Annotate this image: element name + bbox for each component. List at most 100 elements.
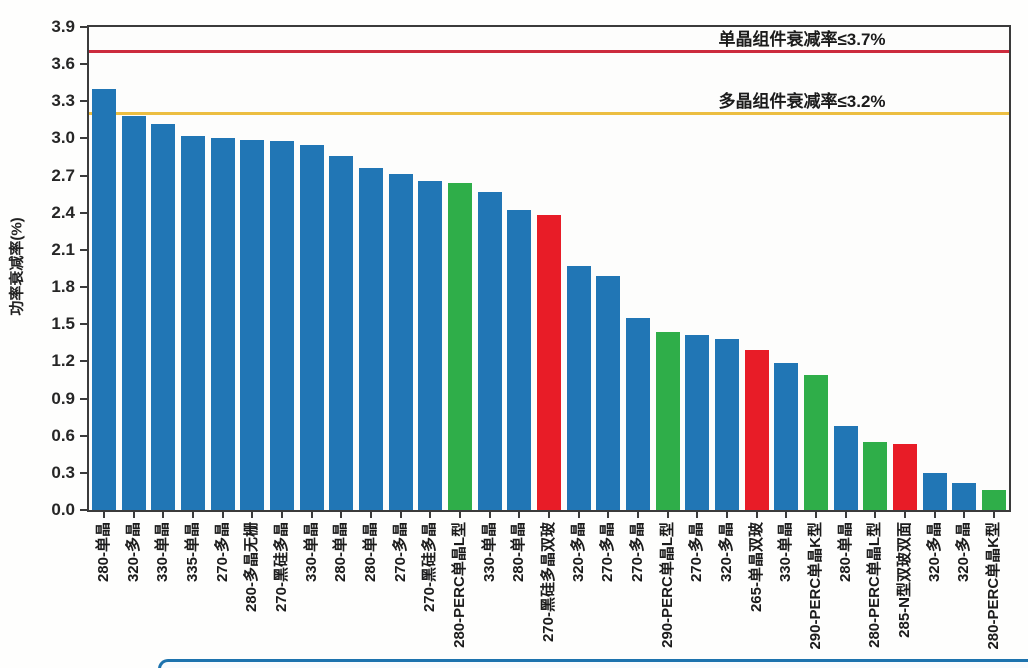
y-tick-label-1.2: 1.2 [51, 351, 75, 371]
x-tick-label-28: 285-N型双玻双面 [896, 522, 914, 638]
x-tick-mark-10 [369, 510, 372, 518]
x-tick-mark-2 [132, 510, 135, 518]
y-tick-mark-0.0 [80, 509, 89, 511]
y-axis-label: 功率衰减率(%) [8, 217, 26, 316]
chart-bar-5 [210, 138, 235, 510]
x-tick-label-2: 320-多晶 [124, 522, 142, 583]
x-tick-label-10: 280-单晶 [361, 522, 379, 583]
y-tick-mark-0.6 [80, 434, 89, 437]
x-tick-label-25: 290-PERC单晶K型 [807, 522, 825, 650]
x-tick-mark-21 [696, 510, 699, 518]
chart-bar-25 [804, 375, 829, 510]
x-tick-mark-9 [340, 510, 343, 518]
x-tick-label-21: 270-多晶 [688, 522, 706, 583]
x-tick-mark-3 [162, 510, 165, 518]
chart-bar-2 [121, 116, 146, 510]
x-tick-label-31: 280-PERC单晶K型 [985, 522, 1003, 650]
chart-bar-6 [240, 139, 265, 510]
x-tick-mark-29 [933, 510, 936, 518]
x-tick-label-11: 270-多晶 [391, 522, 409, 583]
y-tick-label-3.3: 3.3 [51, 91, 75, 111]
x-tick-label-22: 320-多晶 [718, 522, 736, 583]
y-tick-label-1.5: 1.5 [51, 314, 75, 334]
x-tick-mark-1 [102, 510, 105, 518]
chart-bar-30 [952, 482, 977, 510]
y-tick-mark-1.2 [80, 360, 89, 363]
chart-bar-9 [329, 155, 354, 510]
x-tick-label-13: 280-PERC单晶L型 [450, 522, 468, 648]
x-tick-mark-12 [429, 510, 432, 518]
x-tick-label-12: 270-黑硅多晶 [421, 522, 439, 613]
chart-bar-28 [893, 444, 918, 510]
x-tick-label-26: 280-单晶 [836, 522, 854, 583]
y-tick-mark-2.7 [80, 174, 89, 177]
y-tick-label-0.3: 0.3 [51, 462, 75, 482]
chart-bar-24 [774, 362, 799, 510]
chart-bar-4 [180, 136, 205, 510]
y-tick-label-1.8: 1.8 [51, 277, 75, 297]
x-tick-label-23: 265-单晶双玻 [747, 522, 765, 613]
x-tick-mark-24 [785, 510, 788, 518]
chart-bar-11 [388, 174, 413, 510]
x-tick-mark-25 [815, 510, 818, 518]
y-tick-mark-0.3 [80, 471, 89, 474]
y-tick-label-2.7: 2.7 [51, 165, 75, 185]
reference-line-2 [89, 112, 1009, 116]
chart-bar-18 [596, 275, 621, 510]
chart-bar-20 [655, 331, 680, 510]
chart-bar-12 [418, 180, 443, 510]
y-tick-label-3.6: 3.6 [51, 54, 75, 74]
y-tick-mark-0.9 [80, 397, 89, 400]
chart-bar-10 [358, 168, 383, 510]
x-tick-mark-20 [666, 510, 669, 518]
y-tick-label-3.9: 3.9 [51, 17, 75, 36]
x-tick-label-5: 270-多晶 [213, 522, 231, 583]
chart-bar-7 [269, 140, 294, 510]
x-tick-label-17: 320-多晶 [569, 522, 587, 583]
x-tick-label-7: 270-黑硅多晶 [272, 522, 290, 613]
chart-bar-19 [626, 318, 651, 510]
x-tick-label-15: 280-单晶 [510, 522, 528, 583]
x-tick-label-8: 330-单晶 [302, 522, 320, 583]
x-tick-mark-7 [280, 510, 283, 518]
x-tick-mark-4 [191, 510, 194, 518]
y-tick-label-0.9: 0.9 [51, 388, 75, 408]
reference-line-1 [89, 50, 1009, 54]
plot-area: 单晶组件衰减率≤3.7% 多晶组件衰减率≤3.2% 280-单晶 320-多晶 330-… [51, 17, 1011, 650]
x-tick-mark-17 [577, 510, 580, 518]
chart-bar-17 [566, 266, 591, 510]
x-tick-label-27: 280-PERC单晶L型 [866, 522, 884, 648]
chart-bar-3 [151, 123, 176, 510]
x-tick-mark-27 [874, 510, 877, 518]
x-tick-label-19: 270-多晶 [629, 522, 647, 583]
x-tick-mark-28 [904, 510, 907, 518]
x-tick-label-18: 270-多晶 [599, 522, 617, 583]
chart-bar-8 [299, 144, 324, 510]
x-tick-mark-11 [399, 510, 402, 518]
x-tick-mark-15 [518, 510, 521, 518]
chart-bar-27 [863, 441, 888, 510]
x-tick-mark-5 [221, 510, 224, 518]
x-tick-mark-23 [755, 510, 758, 518]
y-tick-mark-3.6 [80, 63, 89, 66]
y-tick-mark-3.3 [80, 100, 89, 103]
x-tick-mark-31 [993, 510, 996, 518]
x-tick-label-16: 270-黑硅多晶双玻 [540, 522, 557, 643]
x-tick-label-14: 330-单晶 [480, 522, 498, 583]
chart-bar-22 [715, 339, 740, 510]
y-tick-mark-2.4 [80, 211, 89, 214]
chart-bar-13 [447, 183, 472, 510]
y-tick-mark-1.5 [80, 323, 89, 326]
x-tick-mark-16 [548, 510, 550, 518]
chart-bar-26 [833, 425, 858, 510]
x-tick-label-9: 280-单晶 [332, 522, 350, 583]
y-axis-label-wrap: 功率衰减率(%) [2, 25, 30, 508]
x-tick-label-4: 335-单晶 [183, 522, 201, 583]
chart-bar-15 [507, 210, 532, 510]
chart-bar-14 [477, 191, 502, 510]
x-tick-mark-14 [488, 510, 491, 518]
x-tick-label-29: 320-多晶 [925, 522, 943, 583]
footer-banner [158, 659, 1028, 668]
reference-line-label-2: 多晶组件衰减率≤3.2% [718, 91, 886, 111]
